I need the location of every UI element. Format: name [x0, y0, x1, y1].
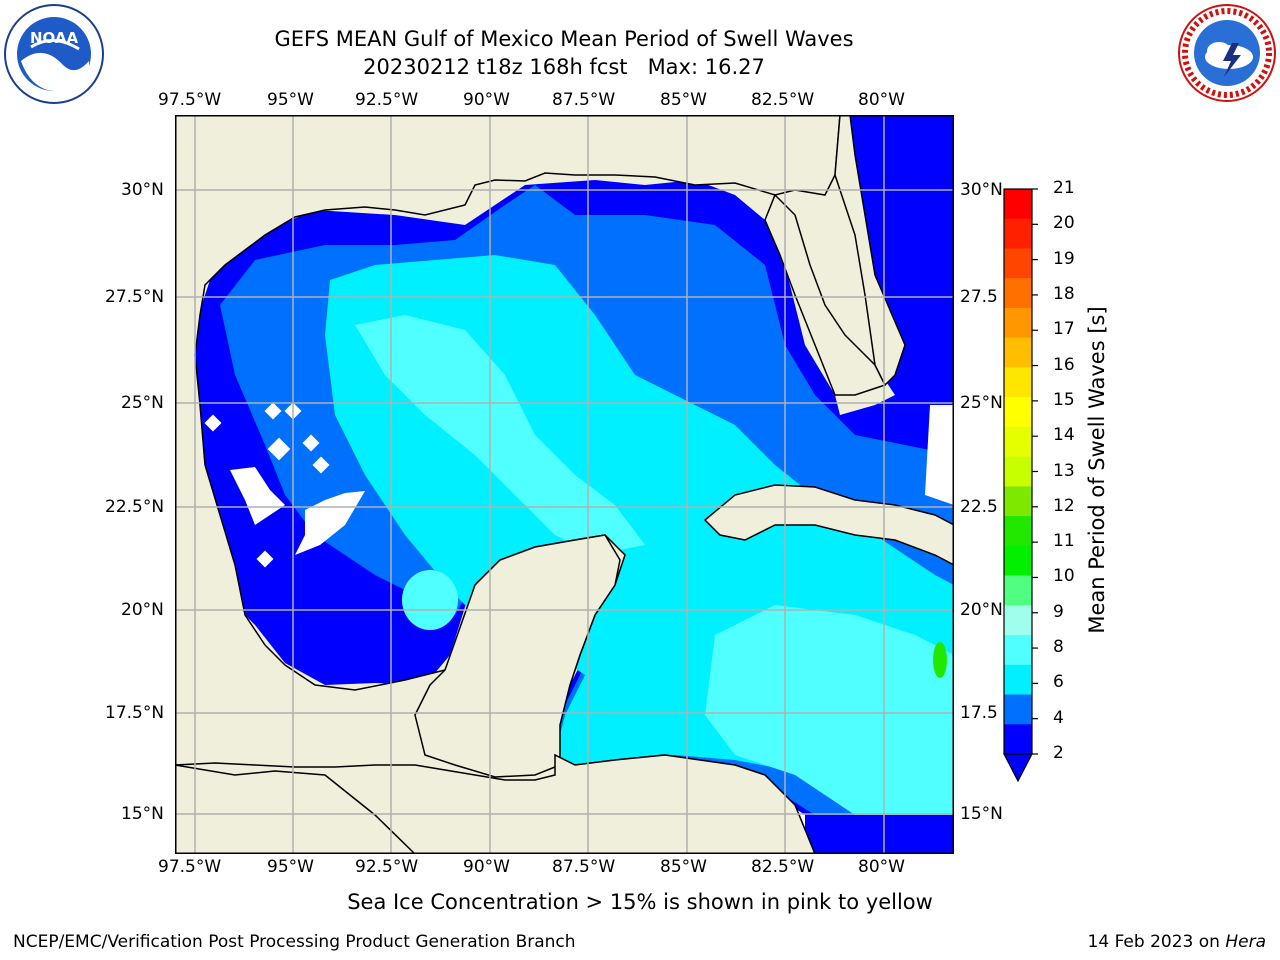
lon-tick-top: 90°W: [463, 90, 510, 110]
lat-tick-left: 22.5°N: [105, 497, 165, 517]
chart-subtitle: 20230212 t18z 168h fcst Max: 16.27: [363, 55, 765, 79]
swell-pale-region-south: [705, 605, 954, 815]
colorbar-swatch: [1004, 516, 1032, 547]
colorbar-swatch: [1004, 545, 1032, 577]
colorbar-tick-label: 20: [1053, 213, 1075, 234]
colorbar-tick-label: 15: [1053, 389, 1075, 410]
colorbar-tick-label: 17: [1053, 319, 1075, 340]
land-florida-east: [834, 115, 906, 387]
footer-date-text: 14 Feb 2023 on: [1087, 932, 1226, 952]
lat-tick-left: 25°N: [121, 393, 164, 413]
colorbar-extend-triangle: [1003, 753, 1033, 783]
colorbar-swatch: [1004, 486, 1032, 517]
chart-title: GEFS MEAN Gulf of Mexico Mean Period of …: [274, 27, 854, 51]
colorbar-tick-label: 2: [1053, 743, 1064, 763]
lon-tick-top: 87.5°W: [552, 90, 616, 110]
lat-tick-left: 30°N: [121, 180, 164, 200]
colorbar-swatch: [1004, 337, 1032, 368]
colorbar-tick-label: 13: [1053, 460, 1075, 481]
lat-tick-right: 22.5: [960, 497, 998, 517]
lon-tick-bottom: 97.5°W: [158, 857, 222, 877]
swell-pale-region: [355, 315, 645, 555]
colorbar-swatch: [1004, 248, 1032, 279]
lon-tick-top: 97.5°W: [158, 90, 222, 110]
footer-date: 14 Feb 2023 on Hera: [1088, 932, 1266, 952]
lat-tick-right: 20°N: [960, 600, 1003, 620]
land-central-america: [175, 753, 816, 854]
colorbar-swatch: [1004, 575, 1032, 606]
noaa-logo-icon: NOAA: [4, 4, 104, 104]
nws-logo-icon: [1178, 4, 1276, 102]
colorbar-tick-label: 8: [1053, 637, 1064, 658]
lon-tick-bottom: 95°W: [267, 857, 314, 877]
lat-tick-left: 20°N: [121, 600, 164, 620]
lat-tick-right: 15°N: [960, 804, 1003, 824]
colorbar-swatch: [1004, 664, 1032, 696]
colorbar-tick-label: 21: [1053, 178, 1075, 198]
lat-tick-left: 27.5°N: [105, 287, 165, 307]
map-panel: [175, 115, 954, 854]
land-florida: [764, 193, 887, 396]
swell-pale-spot: [402, 570, 458, 630]
lon-tick-top: 95°W: [267, 90, 314, 110]
swell-green-spot: [933, 642, 947, 678]
footer-host: Hera: [1225, 932, 1266, 952]
lon-tick-bottom: 87.5°W: [552, 857, 616, 877]
colorbar-swatch: [1004, 367, 1032, 398]
noaa-logo-text: NOAA: [30, 29, 79, 47]
lon-tick-bottom: 85°W: [660, 857, 707, 877]
colorbar-tick-label: 18: [1053, 283, 1075, 304]
colorbar-swatch: [1004, 456, 1032, 487]
lon-tick-bottom: 90°W: [463, 857, 510, 877]
colorbar-swatch: [1004, 605, 1032, 636]
land-yucatan: [414, 534, 621, 778]
grid-lines: [175, 115, 954, 854]
lat-tick-right: 17.5: [960, 703, 998, 723]
colorbar-tick-label: 6: [1053, 672, 1064, 693]
lon-tick-bottom: 92.5°W: [355, 857, 419, 877]
colorbar-tick-label: 4: [1053, 707, 1064, 728]
colorbar-tick-label: 11: [1053, 531, 1075, 552]
colorbar-tick-label: 14: [1053, 425, 1075, 446]
colorbar-swatch: [1004, 218, 1032, 249]
colorbar-label: Mean Period of Swell Waves [s]: [1085, 306, 1109, 634]
sea-ice-note: Sea Ice Concentration > 15% is shown in …: [347, 890, 933, 914]
coastlines: [175, 115, 954, 854]
colorbar-tick-label: 16: [1053, 354, 1075, 375]
colorbar-swatch: [1004, 635, 1032, 666]
lat-tick-right: 30°N: [960, 180, 1003, 200]
lat-tick-right: 25°N: [960, 393, 1003, 413]
lat-tick-left: 15°N: [121, 804, 164, 824]
colorbar-tick-label: 12: [1053, 495, 1075, 516]
colorbar-swatch: [1004, 278, 1032, 309]
colorbar-swatch: [1004, 397, 1032, 428]
lon-tick-bottom: 80°W: [858, 857, 905, 877]
colorbar-swatch: [1004, 426, 1032, 458]
lat-tick-left: 17.5°N: [105, 703, 165, 723]
colorbar-tick-label: 19: [1053, 248, 1075, 269]
map-frame: [175, 115, 954, 854]
lon-tick-bottom: 82.5°W: [751, 857, 815, 877]
lon-tick-top: 92.5°W: [355, 90, 419, 110]
lat-tick-right: 27.5: [960, 287, 998, 307]
colorbar-swatch: [1004, 307, 1032, 339]
colorbar-tick-label: 9: [1053, 601, 1064, 622]
colorbar-swatch: [1004, 189, 1032, 220]
colorbar-tick-label: 10: [1053, 566, 1075, 587]
colorbar-swatch: [1004, 694, 1032, 725]
lon-tick-top: 80°W: [858, 90, 905, 110]
colorbar: [1003, 188, 1038, 783]
land-cuba: [703, 484, 954, 566]
colorbar-swatch: [1004, 724, 1032, 755]
footer-credit: NCEP/EMC/Verification Post Processing Pr…: [13, 932, 576, 952]
lon-tick-top: 82.5°W: [751, 90, 815, 110]
lon-tick-top: 85°W: [660, 90, 707, 110]
